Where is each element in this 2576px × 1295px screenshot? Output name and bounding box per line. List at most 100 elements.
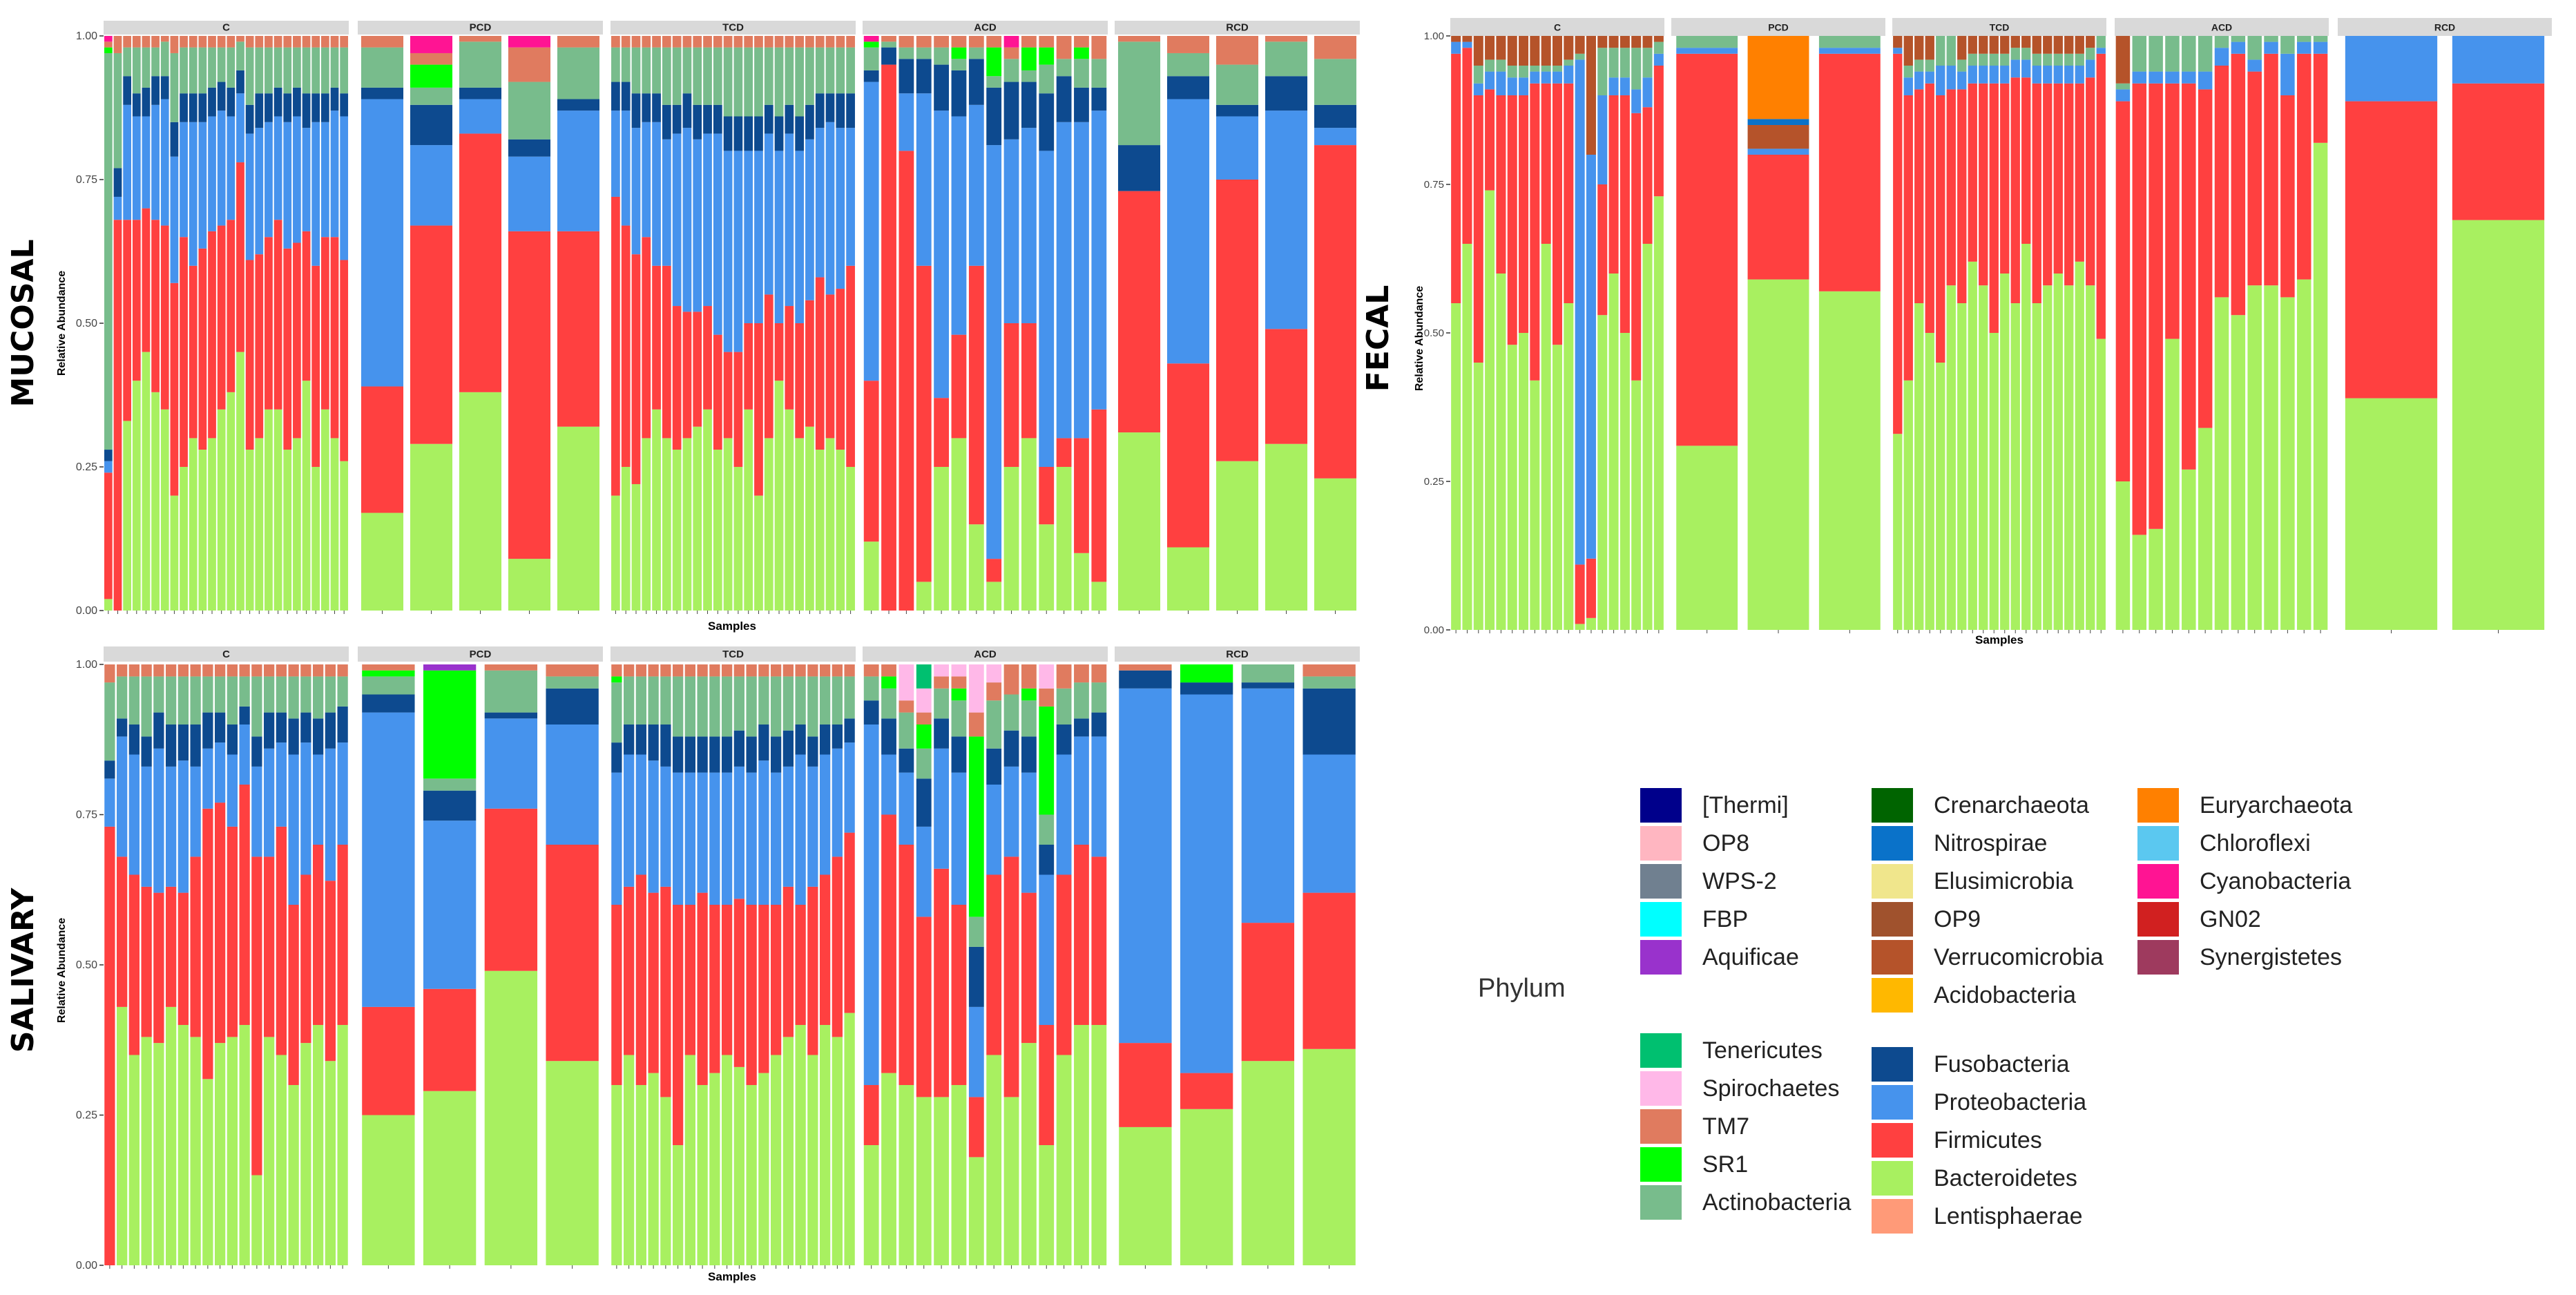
bar-segment-actinobacteria — [815, 47, 825, 94]
bar-segment-proteobacteria — [484, 718, 538, 809]
bar-segment-firmicutes — [2280, 95, 2295, 298]
bar-segment-spirochaetes — [986, 664, 1002, 683]
bar-segment-proteobacteria — [2296, 41, 2311, 54]
bar-segment-fusobacteria — [746, 736, 757, 773]
bar-segment-proteobacteria — [642, 122, 651, 238]
bar-segment-bacteroidetes — [1119, 1126, 1172, 1265]
fecal-facet-rcd: RCD — [2338, 18, 2552, 633]
bar-segment-actinobacteria — [1496, 59, 1506, 72]
bar-segment-cyanobacteria — [104, 36, 113, 42]
bar-segment-verrucomicrobia — [1914, 36, 1924, 60]
bar-segment-actinobacteria — [1074, 682, 1089, 719]
bar-segment-fusobacteria — [703, 104, 712, 134]
bar-segment-tm7 — [770, 664, 782, 677]
bar-segment-actinobacteria — [2165, 36, 2180, 72]
bar-segment-bacteroidetes — [1747, 279, 1809, 630]
bar-segment-proteobacteria — [1451, 41, 1461, 54]
bar-segment-proteobacteria — [611, 772, 622, 905]
bar-segment-bacteroidetes — [951, 438, 967, 611]
bar-segment-bacteroidetes — [709, 1073, 720, 1265]
bar-segment-actinobacteria — [2115, 83, 2131, 90]
bar-segment-firmicutes — [302, 231, 311, 381]
bar-segment-bacteroidetes — [648, 1073, 659, 1265]
bar-segment-firmicutes — [648, 892, 659, 1073]
bar-segment-bacteroidetes — [141, 1037, 152, 1265]
bar-segment-fusobacteria — [236, 70, 244, 94]
bar-segment-firmicutes — [113, 220, 122, 611]
bar-segment-tm7 — [1039, 36, 1055, 48]
bar-segment-tm7 — [177, 664, 189, 677]
bar-segment-actinobacteria — [2075, 53, 2084, 66]
bar-segment-fusobacteria — [721, 736, 733, 773]
legend-label: Euryarchaeota — [2200, 792, 2353, 818]
bar-segment-fusobacteria — [819, 725, 831, 755]
bar-segment-fusobacteria — [330, 87, 339, 111]
bar-segment-verrucomicrobia — [1989, 36, 1999, 54]
bar-segment-bacteroidetes — [2296, 279, 2311, 630]
mucosal-y-tick-label: 0.25 — [76, 461, 97, 473]
bar-segment-actinobacteria — [180, 47, 188, 94]
bar-segment-bacteroidetes — [410, 443, 453, 611]
bar-segment-proteobacteria — [1180, 694, 1233, 1073]
bar-segment-verrucomicrobia — [1631, 36, 1642, 48]
bar-segment-fusobacteria — [1166, 76, 1210, 99]
bar-segment-actinobacteria — [836, 47, 845, 94]
bar-segment-fusobacteria — [300, 712, 311, 743]
bar-segment-tm7 — [265, 36, 273, 48]
mucosal-facet-c: C — [104, 21, 349, 614]
bar-segment-actinobacteria — [128, 676, 140, 725]
bar-segment-proteobacteria — [1314, 128, 1357, 146]
bar-segment-tm7 — [795, 664, 806, 677]
bar-segment-tm7 — [1215, 36, 1259, 65]
bar-segment-fusobacteria — [631, 93, 641, 128]
bar-segment-actinobacteria — [104, 52, 113, 450]
bar-segment-firmicutes — [2000, 83, 2010, 274]
bar-segment-bacteroidetes — [836, 450, 845, 611]
bar-segment-firmicutes — [697, 892, 708, 1085]
bar-segment-bacteroidetes — [782, 1037, 794, 1265]
bar-segment-fusobacteria — [846, 93, 855, 128]
bar-segment-bacteroidetes — [844, 1013, 855, 1265]
bar-segment-proteobacteria — [916, 826, 932, 917]
bar-segment-actinobacteria — [190, 676, 201, 725]
bar-segment-bacteroidetes — [1215, 461, 1259, 611]
bar-segment-actinobacteria — [1117, 41, 1161, 146]
bar-segment-actinobacteria — [1642, 48, 1653, 78]
bar-segment-proteobacteria — [2000, 66, 2010, 84]
bar-segment-actinobacteria — [104, 682, 115, 761]
bar-segment-bacteroidetes — [1642, 244, 1653, 630]
bar-segment-fusobacteria — [713, 104, 722, 134]
legend-label: Chloroflexi — [2200, 829, 2311, 856]
bar-segment-proteobacteria — [2132, 71, 2147, 84]
facet-strip-label: TCD — [1990, 22, 2010, 33]
bar-segment-proteobacteria — [1303, 754, 1356, 893]
bar-segment-proteobacteria — [1893, 48, 1903, 54]
bar-segment-proteobacteria — [733, 766, 745, 899]
bar-segment-firmicutes — [1039, 467, 1055, 525]
bar-segment-actinobacteria — [251, 676, 262, 737]
bar-segment-firmicutes — [621, 225, 631, 467]
bar-segment-bacteroidetes — [2132, 535, 2147, 630]
bar-segment-firmicutes — [276, 826, 287, 1055]
bar-segment-tm7 — [968, 712, 984, 737]
bar-segment-actinobacteria — [227, 676, 238, 725]
legend-label: Verrucomicrobia — [1934, 943, 2104, 970]
bar-segment-firmicutes — [968, 1097, 984, 1158]
salivary-facet-pcd: PCD — [358, 646, 603, 1269]
bar-segment-proteobacteria — [320, 122, 329, 238]
salivary-panel: SALIVARY Relative Abundance 0.00 0.25 0.50 0.… — [6, 646, 1360, 1283]
bar-segment-bacteroidetes — [621, 467, 631, 611]
bar-segment-tm7 — [1056, 664, 1072, 689]
bar-segment-firmicutes — [2010, 77, 2020, 303]
bar-segment-firmicutes — [2021, 77, 2031, 244]
bar-segment-fusobacteria — [1119, 670, 1172, 689]
bar-segment-fusobacteria — [660, 725, 671, 767]
bar-segment-firmicutes — [693, 311, 702, 427]
bar-segment-cyanobacteria — [1003, 36, 1019, 48]
bar-segment-bacteroidetes — [1021, 438, 1037, 611]
legend-label: Acidobacteria — [1934, 981, 2077, 1008]
legend-swatch — [1872, 902, 1913, 937]
fecal-y-tick-label: 0.00 — [1424, 624, 1444, 636]
bar-segment-fusobacteria — [293, 87, 301, 117]
bar-segment-proteobacteria — [1608, 77, 1619, 95]
